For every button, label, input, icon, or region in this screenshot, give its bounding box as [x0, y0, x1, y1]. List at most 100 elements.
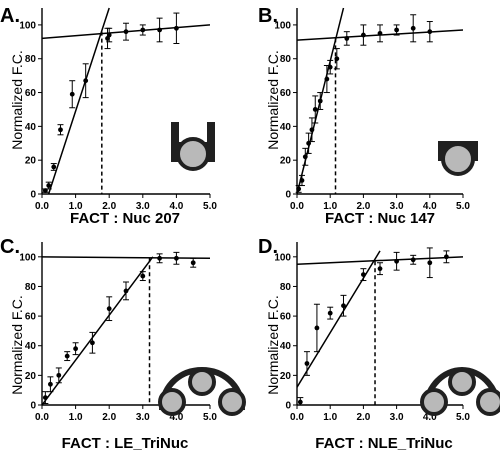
panel-d-data-point	[427, 260, 433, 266]
panel-a-fit-line-1	[47, 7, 110, 194]
panel-a-x-tick-label: 4.0	[169, 201, 183, 212]
panel-a-data-point	[58, 127, 63, 133]
panel-b-y-tick-label: 0	[285, 190, 291, 201]
panel-c-x-tick-label: 5.0	[203, 412, 217, 423]
panel-b-data-point	[327, 64, 333, 70]
panel-a-data-point	[157, 27, 163, 33]
panel-c-data-point	[157, 255, 163, 261]
panel-d-fit-line-2	[297, 256, 463, 265]
panel-d-xlabel: FACT : NLE_TriNuc	[315, 435, 453, 452]
panel-c-y-tick-label: 80	[25, 282, 37, 293]
panel-b-y-tick-label: 80	[280, 54, 292, 65]
panel-b-data-point	[410, 25, 416, 31]
panel-a-data-point	[106, 32, 112, 38]
panel-a-x-tick-label: 1.0	[69, 201, 83, 212]
panel-b-y-tick-label: 20	[280, 156, 292, 167]
free-nucleosome-icon	[438, 141, 478, 176]
panel-c-fit-line-1	[42, 256, 154, 405]
panel-c-data-point	[56, 372, 62, 378]
panel-c-data-point	[140, 273, 146, 279]
panel-a-plot: 0.0 1.0 2.0 3.0 4.0 5.0 0 20 40 60 80 100	[19, 7, 217, 212]
panel-c-y-tick-label: 40	[25, 341, 37, 352]
panel-d-x-tick-label: 5.0	[456, 412, 470, 423]
panel-b-data-point	[377, 30, 383, 36]
panel-d-y-tick-label: 60	[280, 312, 292, 323]
panel-d-y-tick-label: 80	[280, 282, 292, 293]
panel-d-fit-line-1	[297, 250, 381, 388]
panel-d-ylabel: Normalized F.C.	[265, 295, 281, 395]
panel-d-data-point	[341, 303, 346, 309]
panel-b-x-tick-label: 5.0	[456, 201, 470, 212]
panel-b-label: B.	[258, 5, 278, 27]
panel-c-y-tick-label: 20	[25, 371, 37, 382]
panel-c-data-point	[190, 260, 196, 266]
panel-d-data-point	[410, 257, 416, 263]
panel-c-data-point	[64, 353, 70, 359]
panel-b-x-tick-label: 4.0	[423, 201, 437, 212]
panel-b-y-tick-label: 40	[280, 122, 292, 133]
panel-a-xlabel: FACT : Nuc 207	[70, 210, 180, 227]
panel-c-y-tick-label: 60	[25, 312, 37, 323]
panel-a-y-tick-label: 100	[19, 20, 36, 31]
panel-d-data-point	[314, 325, 320, 331]
panel-c-x-tick-label: 0.0	[35, 412, 49, 423]
panel-d: D. Normalized F.C. FACT : NLE_TriNuc 0.0…	[258, 236, 500, 452]
panel-c-data-point	[90, 340, 95, 346]
panel-d-data-point	[361, 272, 366, 277]
panel-c-plot: 0.0 1.0 2.0 3.0 4.0 5.0 0 20 40 60 80 100	[19, 242, 217, 423]
panel-c: C. Normalized F.C. FACT : LE_TriNuc 0.0 1…	[0, 236, 246, 452]
panel-d-x-tick-label: 4.0	[423, 412, 437, 423]
panel-a-y-tick-label: 20	[25, 156, 37, 167]
panel-c-fit-line-2	[42, 256, 210, 260]
panel-b-x-tick-label: 0.0	[290, 201, 304, 212]
panel-b-xlabel: FACT : Nuc 147	[325, 210, 435, 227]
panel-b-data-point	[309, 127, 315, 133]
panel-d-y-tick-label: 20	[280, 371, 292, 382]
panel-c-xlabel: FACT : LE_TriNuc	[62, 435, 189, 452]
panel-b-data-point	[427, 29, 433, 35]
panel-d-label: D.	[258, 236, 278, 258]
panel-d-x-tick-label: 2.0	[356, 412, 370, 423]
panel-b-x-tick-label: 1.0	[323, 201, 337, 212]
panel-a-data-point	[69, 91, 75, 97]
panel-b-data-point	[334, 56, 340, 62]
panel-c-x-tick-label: 3.0	[136, 412, 150, 423]
panel-a-data-point	[123, 29, 129, 35]
panel-b-data-point	[317, 98, 323, 104]
panel-c-x-tick-label: 4.0	[169, 412, 183, 423]
panel-c-data-point	[123, 288, 129, 294]
panel-c-x-tick-label: 1.0	[69, 412, 83, 423]
panel-c-data-point	[73, 346, 78, 352]
panel-b-y-tick-label: 100	[274, 20, 291, 31]
panel-b: B. Normalized F.C. FACT : Nuc 147 0.0 1.0…	[258, 5, 478, 227]
panel-d-data-point	[444, 254, 449, 260]
panel-a-x-tick-label: 2.0	[102, 201, 116, 212]
panel-b-y-tick-label: 60	[280, 88, 292, 99]
panel-b-data-point	[299, 178, 305, 183]
panel-b-ylabel: Normalized F.C.	[265, 50, 281, 150]
panel-b-data-point	[302, 154, 308, 160]
panel-d-x-tick-label: 3.0	[390, 412, 404, 423]
panel-a-x-tick-label: 5.0	[203, 201, 217, 212]
panel-d-y-tick-label: 0	[285, 401, 291, 412]
panel-d-x-tick-label: 1.0	[323, 412, 337, 423]
panel-b-data-point	[296, 186, 302, 192]
panel-d-data-point	[394, 258, 399, 264]
panel-a-x-tick-label: 3.0	[136, 201, 150, 212]
panel-a-data-point	[174, 25, 179, 31]
panel-b-data-point	[361, 32, 366, 38]
panel-d-y-tick-label: 40	[280, 341, 292, 352]
panel-b-data-point	[394, 27, 399, 33]
panel-c-data-point	[174, 255, 179, 261]
panel-d-x-tick-label: 0.0	[290, 412, 304, 423]
nucleosome-trio-icon	[420, 366, 500, 416]
panel-d-data-point	[377, 266, 383, 272]
panel-b-data-point	[324, 76, 330, 82]
panel-a-label: A.	[0, 5, 20, 27]
panel-a-y-tick-label: 40	[25, 122, 37, 133]
panel-a-data-point	[83, 78, 89, 84]
panel-c-data-point	[42, 395, 48, 400]
panel-c-ylabel: Normalized F.C.	[9, 295, 25, 395]
panel-b-plot: 0.0 1.0 2.0 3.0 4.0 5.0 0 20 40 60 80 100	[274, 7, 470, 212]
